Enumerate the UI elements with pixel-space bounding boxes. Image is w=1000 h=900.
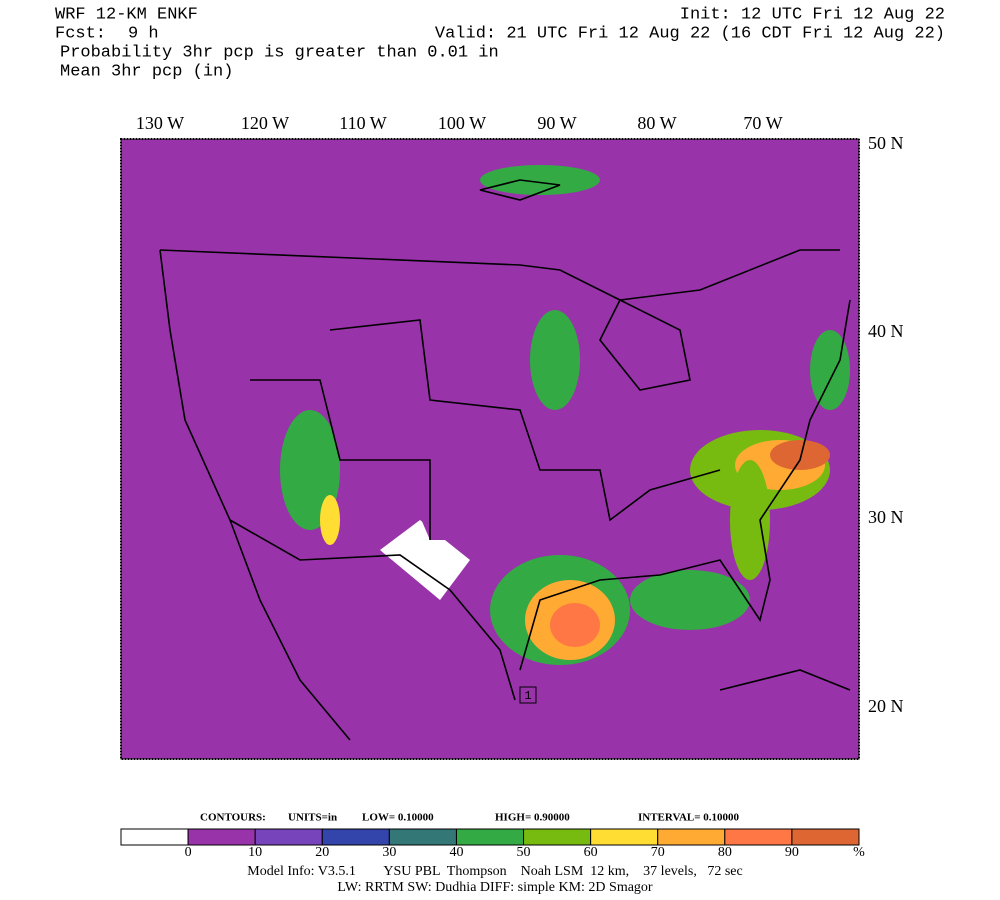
lon-label: 110 W	[339, 113, 387, 133]
colorbar-swatch	[657, 828, 726, 846]
colorbar-label: 40	[449, 845, 463, 860]
colorbar: 0 10 20 30 40 50 60 70 80 90%	[120, 828, 865, 860]
colorbar-label: %	[853, 845, 865, 860]
footer-line: LW: RRTM SW: Dudhia DIFF: simple KM: 2D …	[337, 880, 653, 895]
contour-units: UNITS=in	[288, 812, 337, 824]
colorbar-label: 80	[718, 845, 732, 860]
colorbar-label: 50	[517, 845, 531, 860]
lat-label: 40 N	[868, 321, 904, 341]
valid-time: Valid: 21 UTC Fri 12 Aug 22 (16 CDT Fri …	[435, 24, 945, 43]
colorbar-swatch	[120, 828, 189, 846]
lon-label: 130 W	[136, 113, 184, 133]
colorbar-label: 90	[785, 845, 799, 860]
colorbar-swatch	[254, 828, 323, 846]
colorbar-swatch	[590, 828, 659, 846]
fcst-hour: 9 h	[128, 24, 159, 43]
lat-label: 30 N	[868, 507, 904, 527]
station-marker: 1	[524, 689, 531, 703]
footer-line: Model Info: V3.5.1 YSU PBL Thompson Noah…	[247, 864, 742, 879]
lon-label: 100 W	[438, 113, 486, 133]
lon-label: 90 W	[537, 113, 576, 133]
contour-low: LOW= 0.10000	[362, 812, 434, 824]
lon-label: 120 W	[241, 113, 289, 133]
contour-info: CONTOURS: UNITS=in LOW= 0.10000 HIGH= 0.…	[200, 812, 740, 824]
field-title: Probability 3hr pcp is greater than 0.01…	[60, 43, 499, 62]
colorbar-swatch	[321, 828, 390, 846]
map: 1	[120, 138, 860, 760]
contour-high: HIGH= 0.90000	[495, 812, 570, 824]
colorbar-swatch	[187, 828, 256, 846]
contour-label: CONTOURS:	[200, 812, 266, 824]
fcst-label: Fcst:	[55, 24, 106, 43]
colorbar-label: 70	[651, 845, 665, 860]
lon-label: 70 W	[743, 113, 782, 133]
lon-labels: 130 W 120 W 110 W 100 W 90 W 80 W 70 W	[136, 113, 783, 133]
colorbar-swatch	[455, 828, 525, 846]
colorbar-label: 20	[315, 845, 329, 860]
colorbar-label: 10	[248, 845, 262, 860]
colorbar-swatch	[388, 828, 457, 846]
lat-label: 20 N	[868, 696, 904, 716]
lon-label: 80 W	[637, 113, 676, 133]
colorbar-label: 60	[584, 845, 598, 860]
init-time: Init: 12 UTC Fri 12 Aug 22	[680, 5, 945, 24]
field-title: Mean 3hr pcp (in)	[60, 62, 233, 81]
lat-labels: 50 N 40 N 30 N 20 N	[868, 133, 904, 716]
model-title: WRF 12-KM ENKF	[55, 5, 198, 24]
colorbar-swatch	[523, 828, 592, 846]
colorbar-label: 30	[382, 845, 396, 860]
colorbar-swatch	[791, 828, 860, 846]
lat-label: 50 N	[868, 133, 904, 153]
colorbar-label: 0	[185, 845, 192, 860]
contour-interval: INTERVAL= 0.10000	[638, 812, 740, 824]
colorbar-swatch	[724, 828, 793, 846]
